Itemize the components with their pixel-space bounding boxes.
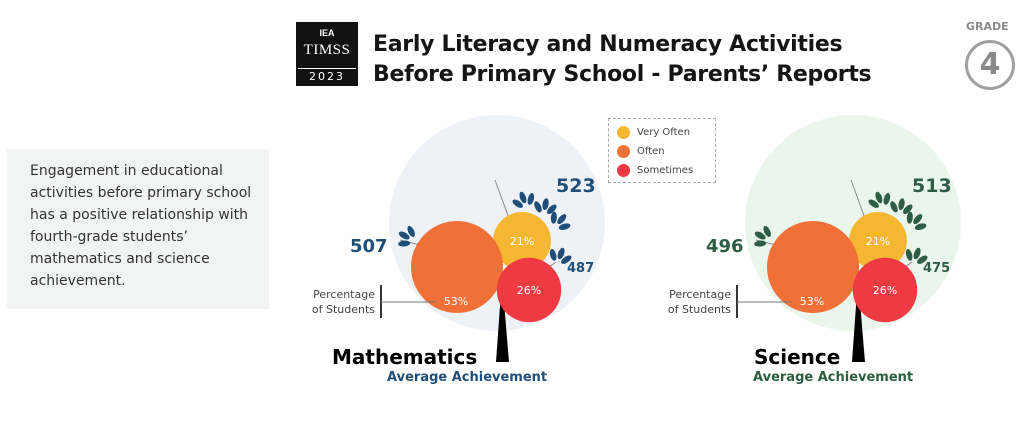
- title-line-1: Early Literacy and Numeracy Activities: [373, 32, 843, 57]
- leaf-cluster-icon: [550, 211, 571, 230]
- bubble-very-often: [493, 212, 551, 270]
- timss-logo: IEA TIMSS 2023: [296, 22, 358, 86]
- bubble-sometimes: [496, 257, 562, 323]
- logo-org: IEA: [319, 28, 335, 38]
- achievement-sometimes: 487: [567, 261, 594, 276]
- leaf-icon: [557, 247, 565, 260]
- logo-name: TIMSS: [303, 42, 351, 58]
- title-line-2: Before Primary School - Parents’ Reports: [373, 62, 872, 87]
- achievement-sometimes: 475: [923, 261, 950, 276]
- legend-label: Often: [637, 146, 665, 157]
- leaf-icon: [913, 247, 921, 260]
- branch: [494, 179, 511, 222]
- bubble-very-often: [849, 212, 907, 270]
- leaf-icon: [754, 240, 767, 247]
- subject-subtitle: Average Achievement: [387, 370, 547, 385]
- leaf-icon: [898, 198, 905, 211]
- legend-swatch: [617, 164, 630, 177]
- bubble-often: [411, 221, 503, 313]
- leaf-cluster-icon: [890, 198, 913, 215]
- leaf-icon: [527, 193, 535, 205]
- chart-mathematics: 21% 53% 26% 523 507 487 Percentage of Students M…: [312, 115, 605, 385]
- leaf-cluster-icon: [534, 198, 557, 215]
- subject-subtitle: Average Achievement: [753, 370, 913, 385]
- leaf-icon: [875, 191, 883, 204]
- summary-note: Engagement in educational activities bef…: [7, 149, 269, 309]
- percent-label: 21%: [510, 235, 534, 248]
- legend: Very Often Often Sometimes: [608, 118, 716, 183]
- percent-label: 21%: [866, 235, 890, 248]
- grade-label: GRADE: [966, 20, 1009, 33]
- chart-background: [389, 115, 605, 331]
- percentage-note: Percentage: [313, 288, 375, 301]
- leaf-icon: [868, 199, 879, 208]
- percentage-note: Percentage: [669, 288, 731, 301]
- percent-label: 53%: [444, 295, 468, 308]
- legend-label: Sometimes: [637, 165, 694, 176]
- leaf-icon: [557, 214, 567, 225]
- leaf-icon: [534, 201, 542, 213]
- percent-label: 26%: [873, 284, 897, 297]
- leaf-icon: [890, 201, 898, 213]
- leaf-cluster-icon: [512, 191, 535, 208]
- leaf-icon: [883, 193, 891, 205]
- leaf-icon: [542, 198, 549, 211]
- logo-year: 2023: [298, 68, 356, 84]
- leaf-icon: [519, 191, 527, 204]
- legend-item: Often: [617, 142, 715, 161]
- leaf-icon: [398, 231, 410, 240]
- leaf-cluster-icon: [398, 225, 415, 247]
- subject-title: Science: [754, 345, 840, 369]
- percentage-note: of Students: [312, 303, 375, 316]
- leaf-icon: [763, 225, 771, 238]
- legend-swatch: [617, 126, 630, 139]
- bubble-sometimes: [852, 257, 918, 323]
- chart-background: [745, 115, 961, 331]
- page-title: Early Literacy and Numeracy Activities B…: [373, 30, 872, 90]
- leaf-icon: [561, 255, 572, 264]
- percentage-note: of Students: [668, 303, 731, 316]
- legend-label: Very Often: [637, 127, 691, 138]
- bubble-often: [767, 221, 859, 313]
- percent-label: 26%: [517, 284, 541, 297]
- branch: [850, 179, 867, 222]
- leaf-cluster-icon: [754, 225, 771, 247]
- achievement-very-often: 513: [912, 175, 952, 197]
- tree-trunk: [852, 278, 865, 362]
- achievement-often: 496: [706, 236, 744, 257]
- leaf-cluster-icon: [868, 191, 891, 208]
- subject-title: Mathematics: [332, 345, 477, 369]
- leaf-icon: [906, 211, 913, 224]
- legend-item: Sometimes: [617, 161, 715, 180]
- leaf-icon: [917, 255, 928, 264]
- chart-science: 21% 53% 26% 513 496 475 Percentage of Students S…: [668, 115, 961, 385]
- leaf-icon: [913, 214, 923, 225]
- leaf-icon: [398, 240, 411, 247]
- leaf-icon: [549, 249, 557, 261]
- tree-trunk: [496, 278, 509, 362]
- grade-badge: 4: [965, 40, 1015, 90]
- leaf-icon: [754, 231, 766, 240]
- achievement-often: 507: [350, 236, 388, 257]
- leaf-icon: [550, 211, 557, 224]
- leaf-icon: [558, 223, 571, 230]
- leaf-cluster-icon: [905, 247, 928, 264]
- legend-item: Very Often: [617, 123, 715, 142]
- legend-swatch: [617, 145, 630, 158]
- leaf-icon: [905, 249, 913, 261]
- leaf-cluster-icon: [549, 247, 572, 264]
- leaf-icon: [903, 204, 913, 215]
- achievement-very-often: 523: [556, 175, 596, 197]
- leaf-icon: [547, 204, 557, 215]
- leaf-cluster-icon: [906, 211, 927, 230]
- leaf-icon: [407, 225, 415, 238]
- leaf-icon: [512, 199, 523, 208]
- percent-label: 53%: [800, 295, 824, 308]
- leaf-icon: [914, 223, 927, 230]
